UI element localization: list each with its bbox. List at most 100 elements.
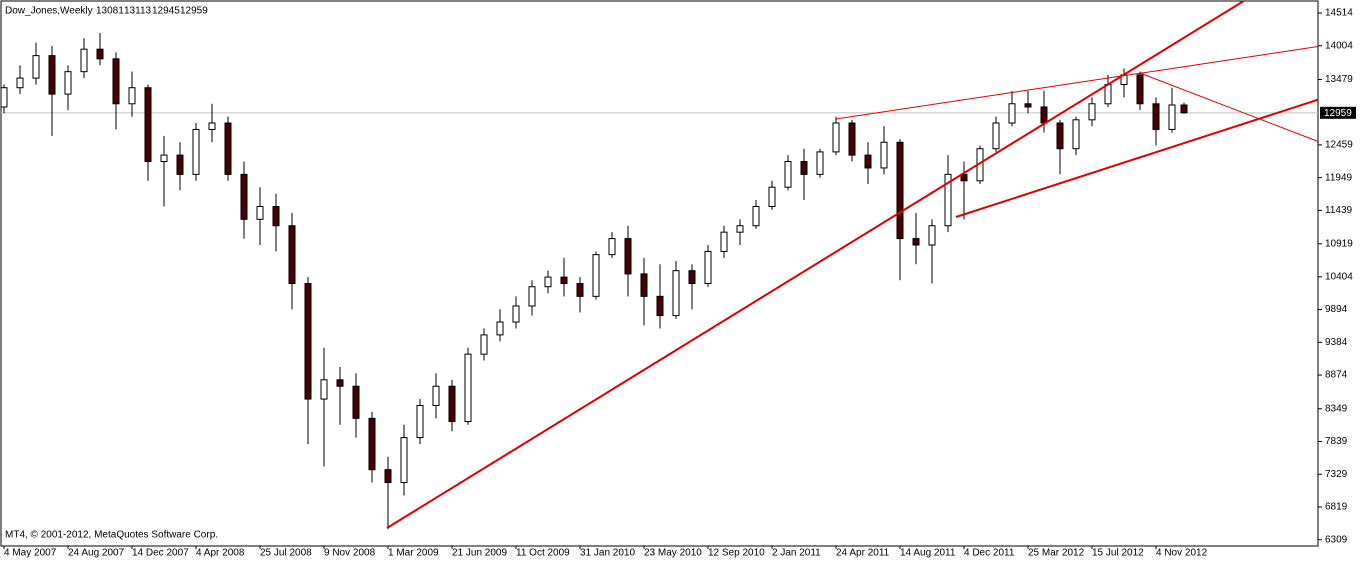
x-tick-label: 31 Jan 2010 [580,548,635,559]
candle-body [864,154,872,169]
candle-body [544,276,552,288]
y-tick-label: 13479 [1325,74,1353,85]
candle-body [624,238,632,275]
x-tick-label: 11 Oct 2009 [516,548,570,559]
candle-body [528,286,536,307]
header-low: 12945 [152,6,180,17]
candle-body [576,283,584,297]
candle-body [1072,119,1080,150]
candle-body [208,122,216,130]
candle-body [16,77,24,89]
x-tick-label: 15 Jul 2012 [1092,548,1144,559]
header-open: 13081 [96,6,124,17]
candle-body [592,254,600,297]
y-tick-label: 11949 [1325,172,1353,183]
y-tick-label: 10404 [1325,271,1353,282]
candle-body [160,154,168,163]
candle-body [1104,84,1112,105]
candle-body [256,205,264,220]
plot-area [1,1,1318,530]
candle-body [144,87,152,163]
candle-body [736,225,744,233]
candle-body [96,48,104,60]
x-tick-label: 4 Nov 2012 [1156,548,1208,559]
x-tick-label: 2 Jan 2011 [772,548,821,559]
candle-body [336,379,344,387]
x-tick-label: 4 Apr 2008 [196,548,245,559]
price-label-box [1320,106,1356,119]
x-tick-label: 1 Mar 2009 [388,548,439,559]
candle-body [80,48,88,73]
candle-body [992,122,1000,150]
y-tick-label: 6819 [1325,502,1348,513]
candle-body [384,469,392,484]
candle-body [240,173,248,220]
candle-body [608,238,616,256]
candle-body [656,295,664,317]
y-tick-label: 14004 [1325,40,1353,51]
candle-body [800,161,808,175]
candle-body [512,305,520,323]
copyright: MT4, © 2001-2012, MetaQuotes Software Co… [5,530,218,541]
candle-body [704,250,712,285]
y-tick-label: 14514 [1325,8,1353,19]
candle-body [224,122,232,175]
candle-body [560,276,568,285]
candle-body [1136,74,1144,105]
candle-body [1040,106,1048,124]
candle-body [1056,122,1064,150]
candle-body [192,128,200,175]
y-tick-label: 7329 [1325,469,1348,480]
candle-body [960,173,968,182]
candle-body [1088,103,1096,121]
candle-body [672,270,680,317]
symbol: Dow_Jones,Weekly [5,6,93,17]
candle-body [272,205,280,227]
candle-body [784,161,792,188]
candle-body [400,437,408,484]
trendline [835,46,1318,120]
candle-body [752,205,760,227]
candle-body [416,404,424,439]
candle-body [320,379,328,400]
y-tick-label: 8349 [1325,403,1348,414]
candle-body [480,334,488,355]
y-tick-label: 6309 [1325,534,1348,545]
candle-body [944,173,952,227]
candle-body [1152,103,1160,130]
candle-body [496,321,504,336]
candle-body [688,270,696,285]
candle-body [128,87,136,105]
x-tick-label: 25 Jul 2008 [260,548,312,559]
candle-body [1180,104,1188,114]
header-high: 13113 [124,6,152,17]
x-tick-label: 4 Dec 2011 [964,548,1015,559]
candle-body [1024,103,1032,108]
trendline [955,98,1318,218]
y-tick-label: 11439 [1325,205,1353,216]
y-tick-label: 9384 [1325,337,1348,348]
candle-body [912,238,920,246]
x-tick-label: 21 Jun 2009 [452,548,507,559]
candle-body [64,71,72,95]
candle-body [816,151,824,175]
x-tick-label: 24 Aug 2007 [68,548,125,559]
candle-body [928,225,936,246]
x-tick-label: 23 May 2010 [644,548,702,559]
candle-body [720,231,728,252]
candle-body [432,385,440,406]
candle-body [640,273,648,297]
candle-body [848,122,856,156]
candle-body [112,58,120,105]
x-tick-label: 14 Aug 2011 [900,548,956,559]
x-tick-label: 12 Sep 2010 [708,548,765,559]
candle-body [1168,104,1176,130]
candle-body [832,122,840,153]
candle-body [896,141,904,240]
x-tick-label: 9 Nov 2008 [324,548,376,559]
candle-body [48,55,56,95]
candle-body [768,186,776,207]
price-label: 12959 [1324,108,1352,119]
